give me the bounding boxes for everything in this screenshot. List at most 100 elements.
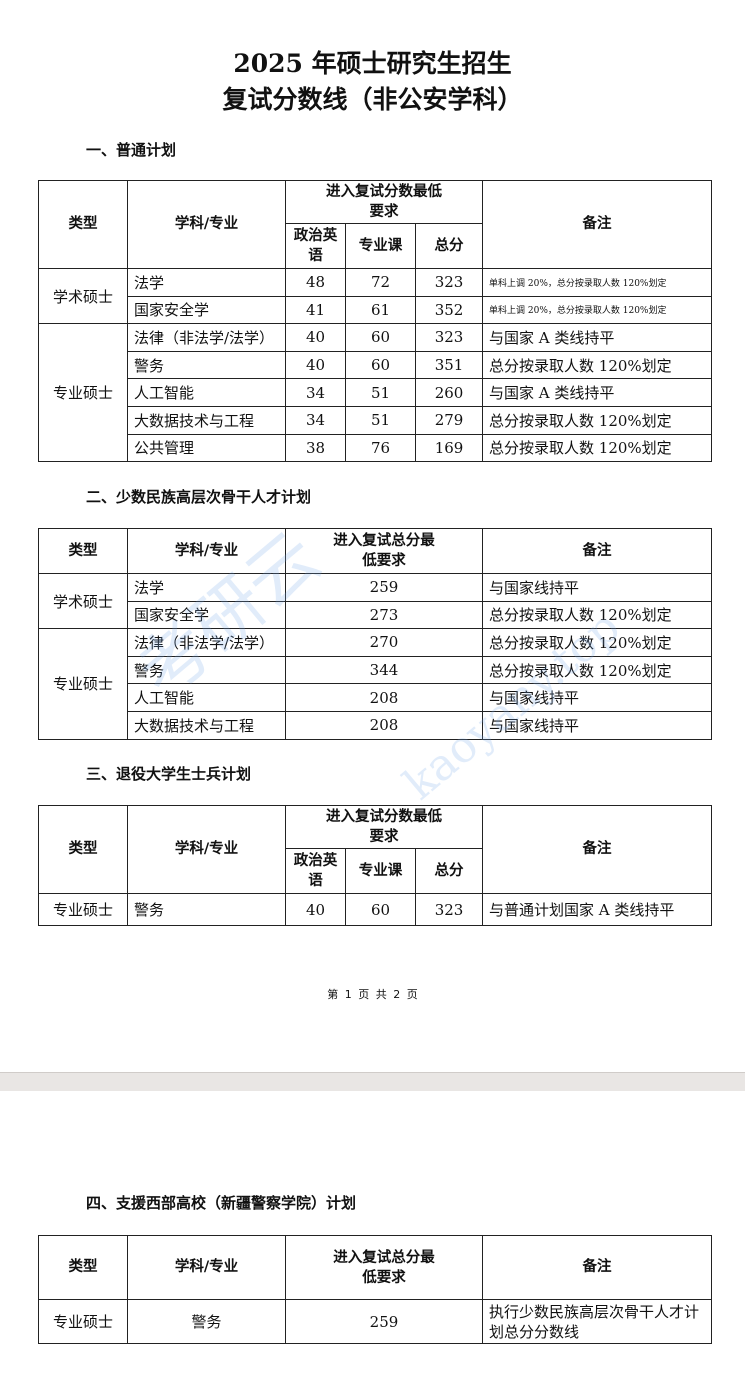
header-politics: 政治英语 [285, 223, 346, 269]
cell-score: 260 [414, 378, 484, 407]
page-footer: 第 1 页 共 2 页 [327, 988, 418, 1001]
cell-note: 与普通计划国家 A 类线持平 [482, 893, 713, 926]
cell-score: 76 [345, 433, 416, 463]
cell-subject: 人工智能 [127, 378, 286, 407]
cell-score: 48 [285, 268, 346, 297]
header-type: 类型 [38, 528, 128, 574]
cell-note: 总分按录取人数 120%划定 [482, 350, 713, 380]
cell-score: 61 [345, 295, 416, 325]
header-requirement: 进入复试分数最低要求 [284, 180, 484, 224]
table-row: 大数据技术与工程 208 与国家线持平 [39, 710, 712, 740]
cell-subject: 警务 [127, 893, 286, 926]
header-total: 总分 [414, 223, 484, 269]
cell-score: 41 [285, 295, 346, 325]
cell-subject: 国家安全学 [127, 295, 286, 325]
header-note: 备注 [482, 1235, 712, 1300]
header-type: 类型 [38, 1235, 128, 1300]
cell-note: 与国家 A 类线持平 [482, 323, 713, 352]
cell-type: 专业硕士 [38, 893, 128, 926]
cell-subject: 法学 [127, 573, 286, 602]
table-row: 学术硕士 法学 259 与国家线持平 [38, 572, 712, 630]
cell-subject: 法学 [127, 268, 286, 297]
title-line-1: 2025 年硕士研究生招生 [233, 49, 512, 78]
cell-subject: 法律（非法学/法学） [127, 323, 286, 352]
header-subject: 学科/专业 [127, 805, 286, 894]
cell-type: 学术硕士 [38, 572, 128, 630]
header-subject: 学科/专业 [127, 528, 286, 574]
cell-score: 40 [285, 323, 346, 352]
cell-score: 352 [414, 295, 484, 325]
cell-score: 38 [285, 433, 346, 463]
cell-note: 总分按录取人数 120%划定 [482, 628, 712, 657]
cell-score: 72 [345, 268, 416, 297]
cell-note: 与国家线持平 [482, 573, 712, 602]
cell-score: 323 [414, 323, 484, 352]
table-row: 大数据技术与工程 34 51 279 总分按录取人数 120%划定 [39, 405, 713, 435]
header-major: 专业课 [345, 223, 416, 269]
cell-type: 学术硕士 [38, 267, 128, 325]
cell-score: 344 [285, 655, 483, 685]
cell-score: 208 [285, 710, 483, 740]
cell-score: 279 [414, 405, 484, 435]
header-subject: 学科/专业 [127, 1235, 286, 1300]
section-2-title: 二、少数民族高层次骨干人才计划 [86, 488, 312, 506]
section-4-title: 四、支援西部高校（新疆警察学院）计划 [86, 1194, 357, 1212]
table-row: 警务 40 60 351 总分按录取人数 120%划定 [39, 350, 713, 380]
cell-note: 与国家 A 类线持平 [482, 378, 713, 407]
header-type: 类型 [38, 805, 128, 894]
cell-note: 总分按录取人数 120%划定 [482, 405, 713, 435]
table-row: 专业硕士 警务 259 执行少数民族高层次骨干人才计划总分分数线 [38, 1299, 712, 1344]
table-minority-plan: 类型 学科/专业 进入复试总分最低要求 备注 学术硕士 法学 259 与国家线持平 国家安全学… [38, 528, 712, 740]
cell-subject: 警务 [127, 350, 286, 380]
cell-major: 60 [345, 893, 416, 926]
header-total: 总分 [414, 848, 484, 894]
header-requirement: 进入复试分数最低要求 [284, 805, 484, 849]
page-separator [0, 1072, 745, 1091]
cell-note: 与国家线持平 [482, 710, 712, 740]
cell-score: 40 [285, 350, 346, 380]
cell-score: 51 [345, 405, 416, 435]
header-note: 备注 [482, 180, 713, 269]
cell-subject: 警务 [127, 655, 286, 685]
table-row: 国家安全学 41 61 352 单科上调 20%，总分按录取人数 120%划定 [39, 295, 713, 325]
table-row: 专业硕士 法律（非法学/法学） 270 总分按录取人数 120%划定 [38, 628, 712, 740]
table-row: 国家安全学 273 总分按录取人数 120%划定 [39, 600, 712, 630]
title-line-2: 复试分数线（非公安学科） [222, 85, 523, 114]
header-politics: 政治英语 [285, 848, 346, 894]
table-west-support-plan: 类型 学科/专业 进入复试总分最低要求 备注 专业硕士 警务 259 执行少数民族高层次骨干… [38, 1235, 712, 1344]
cell-type: 专业硕士 [38, 323, 128, 463]
table-row: 公共管理 38 76 169 总分按录取人数 120%划定 [39, 433, 713, 463]
table-row: 学术硕士 法学 48 72 323 单科上调 20%，总分按录取人数 120%划定 [38, 267, 713, 325]
cell-subject: 公共管理 [127, 433, 286, 463]
cell-score: 169 [414, 433, 484, 463]
cell-type: 专业硕士 [38, 1299, 128, 1344]
table-row: 专业硕士 警务 40 60 323 与普通计划国家 A 类线持平 [38, 893, 713, 926]
cell-score: 34 [285, 378, 346, 407]
cell-politics: 40 [285, 893, 346, 926]
cell-score: 259 [285, 573, 483, 602]
cell-score: 270 [285, 628, 483, 657]
cell-subject: 大数据技术与工程 [127, 405, 286, 435]
header-type: 类型 [38, 180, 128, 269]
table-row: 警务 344 总分按录取人数 120%划定 [39, 655, 712, 685]
cell-subject: 警务 [127, 1299, 286, 1344]
cell-score: 60 [345, 323, 416, 352]
cell-score: 60 [345, 350, 416, 380]
table-row: 人工智能 34 51 260 与国家 A 类线持平 [39, 378, 713, 407]
cell-total: 259 [285, 1299, 483, 1344]
header-major: 专业课 [345, 848, 416, 894]
table-general-plan: 类型 学科/专业 进入复试分数最低要求 备注 政治英语 专业课 总分 学术硕士 法学 48 72… [38, 180, 713, 463]
header-requirement: 进入复试总分最低要求 [285, 1235, 483, 1300]
table-veteran-plan: 类型 学科/专业 进入复试分数最低要求 备注 政治英语 专业课 总分 专业硕士 警务 40 60… [38, 805, 713, 926]
header-subject: 学科/专业 [127, 180, 286, 269]
header-note: 备注 [482, 805, 713, 894]
cell-note: 执行少数民族高层次骨干人才计划总分分数线 [482, 1299, 712, 1344]
header-requirement: 进入复试总分最低要求 [285, 528, 483, 574]
cell-note: 单科上调 20%，总分按录取人数 120%划定 [482, 295, 713, 325]
cell-subject: 法律（非法学/法学） [127, 628, 286, 657]
cell-score: 323 [414, 268, 484, 297]
section-1-title: 一、普通计划 [86, 141, 177, 159]
cell-note: 与国家线持平 [482, 683, 712, 712]
section-3-title: 三、退役大学生士兵计划 [86, 765, 252, 783]
cell-score: 208 [285, 683, 483, 712]
